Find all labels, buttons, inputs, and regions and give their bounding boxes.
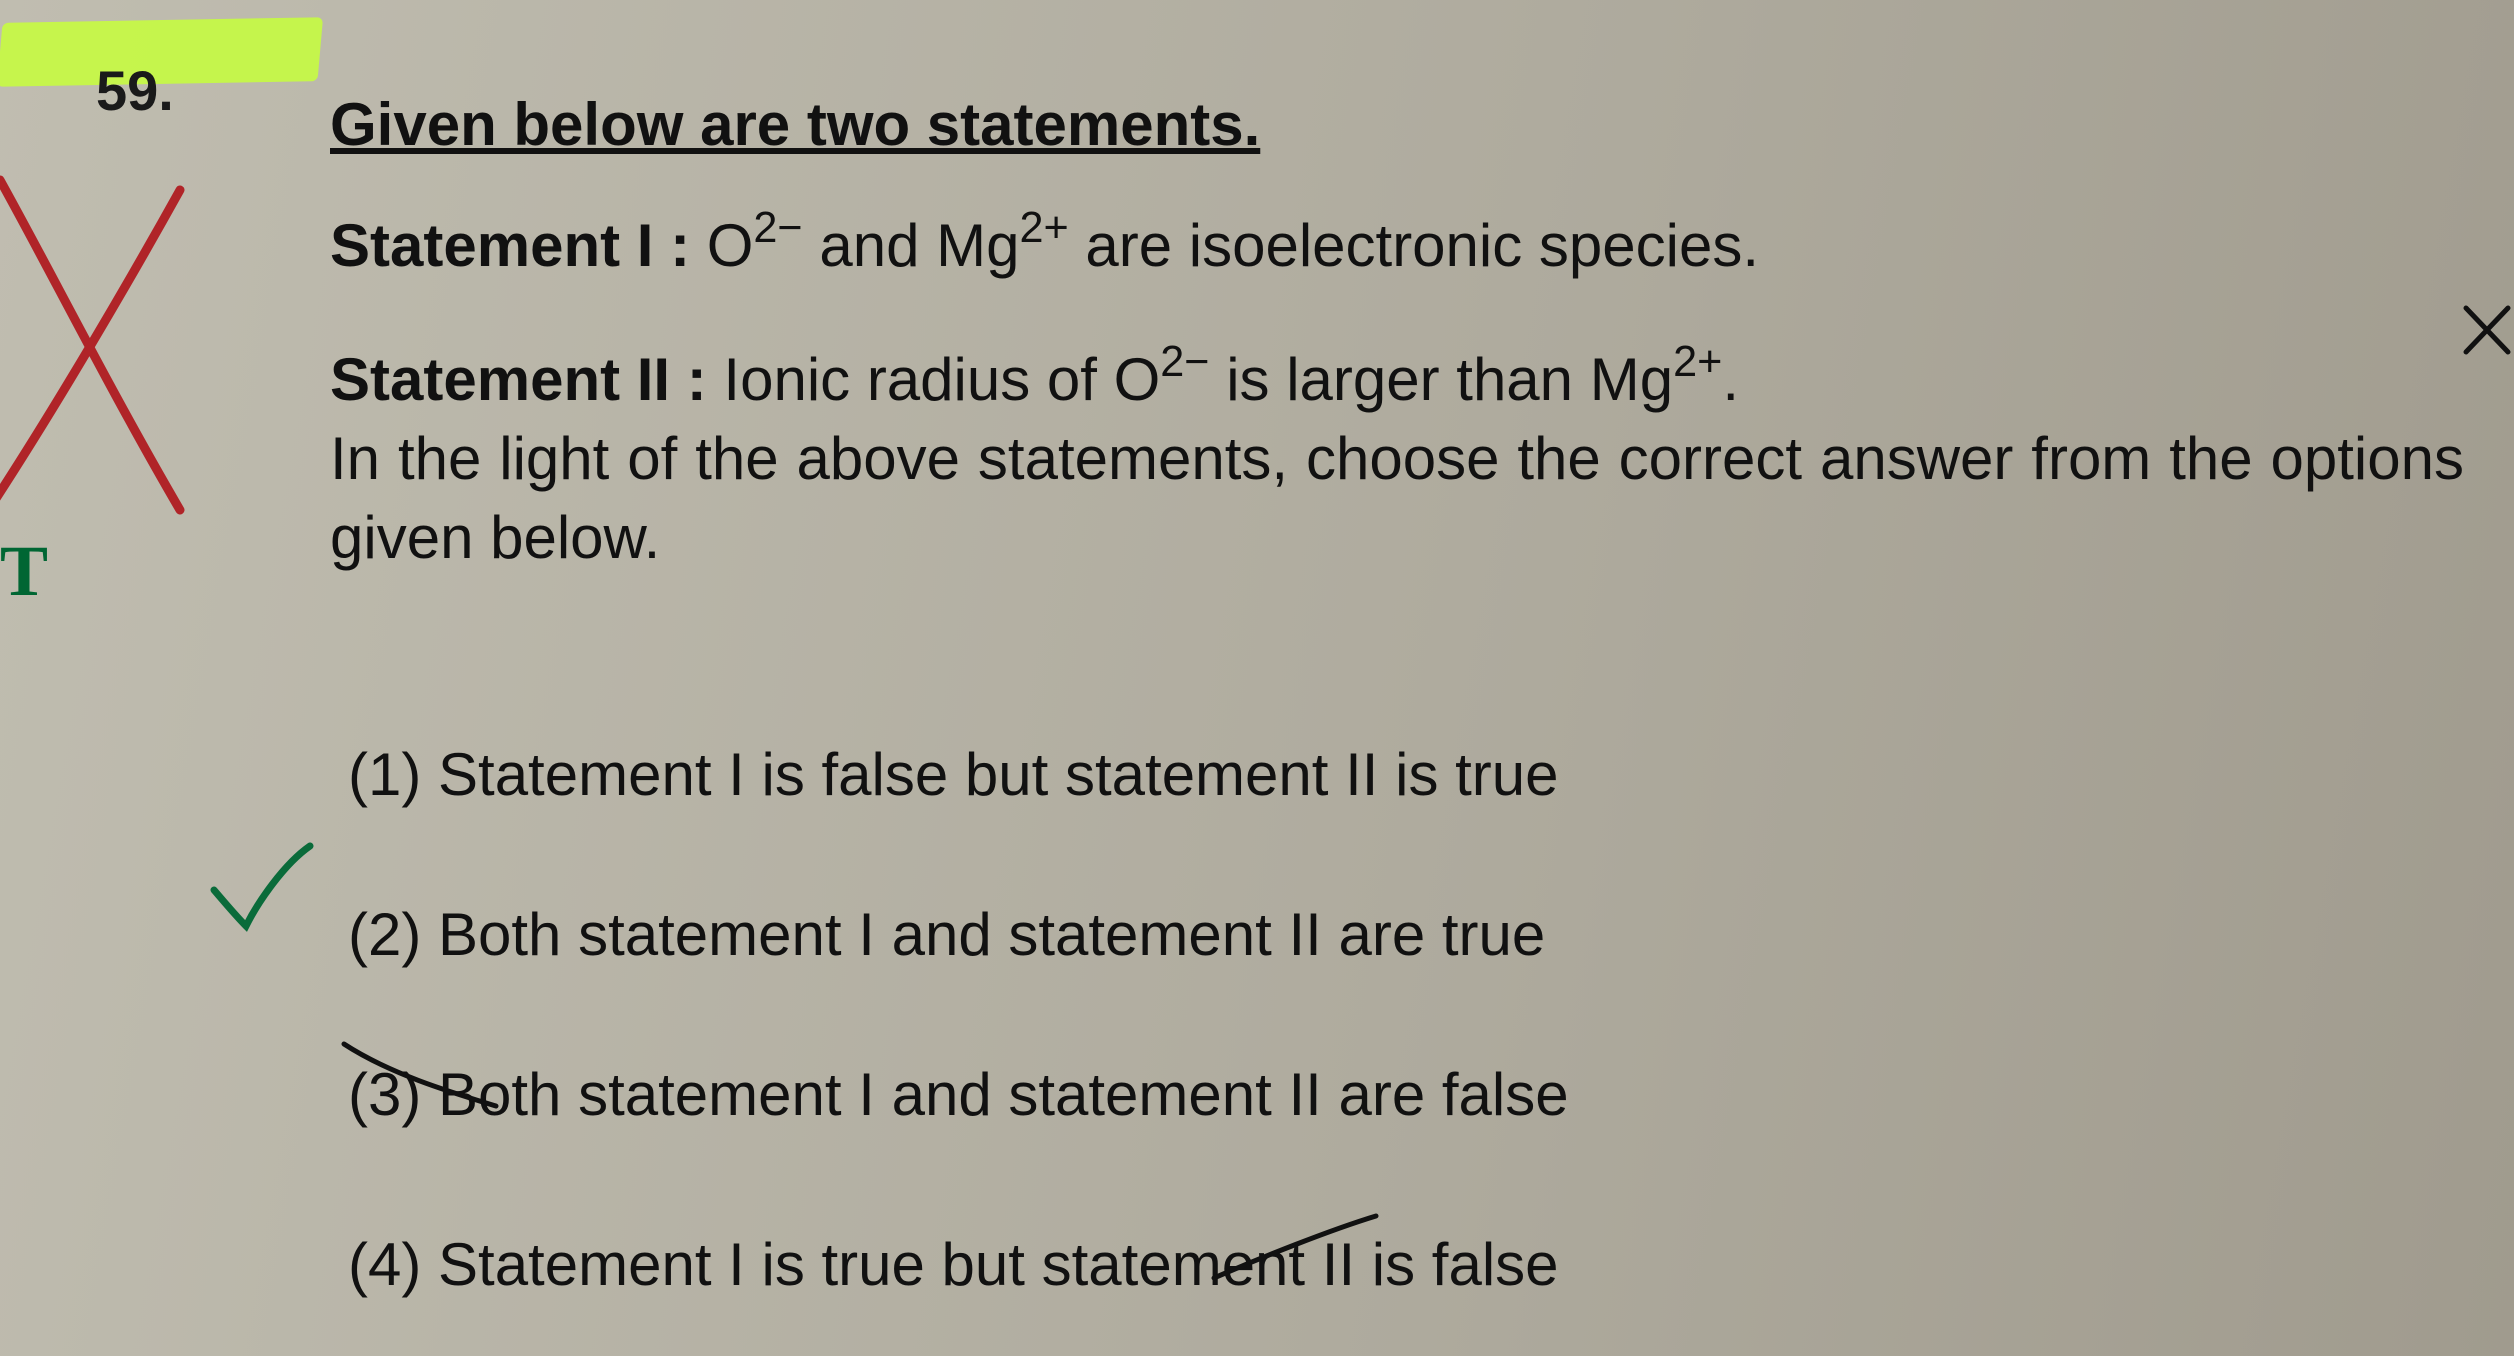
statement-2-a: Ionic radius of O [707,346,1161,413]
option-3: (3) Both statement I and statement II ar… [348,1060,2434,1129]
option-1: (1) Statement I is false but statement I… [348,740,2434,809]
exam-page: 59. Given below are two statements. Stat… [0,0,2514,1356]
option-2: (2) Both statement I and statement II ar… [348,900,2434,969]
option-4: (4) Statement I is true but statement II… [348,1230,2434,1299]
statement-1-prefix: Statement I : [330,212,690,279]
tmark-annotation: T [0,530,48,613]
question-heading: Given below are two statements. [330,90,1260,159]
statement-1-a: O [690,212,753,279]
red-x-mark [0,160,200,520]
statement-2: Statement II : Ionic radius of O2− is la… [330,340,2464,578]
statement-1-mid: and Mg [803,212,1020,279]
statement-2-follow: In the light of the above statements, ch… [330,425,2464,571]
statement-2-sup-a: 2− [1160,338,1209,386]
green-tick-mark [206,842,316,932]
statement-2-sup-b: 2+ [1673,338,1722,386]
statement-1-tail: are isoelectronic species. [1069,212,1759,279]
statement-2-mid: is larger than Mg [1210,346,1674,413]
question-number: 59. [96,58,174,123]
statement-2-prefix: Statement II : [330,346,707,413]
statement-1-sup-b: 2+ [1019,204,1068,252]
statement-2-dot: . [1722,346,1739,413]
small-x-mark [2460,300,2514,360]
statement-1: Statement I : O2− and Mg2+ are isoelectr… [330,208,2454,283]
statement-1-sup-a: 2− [753,204,802,252]
